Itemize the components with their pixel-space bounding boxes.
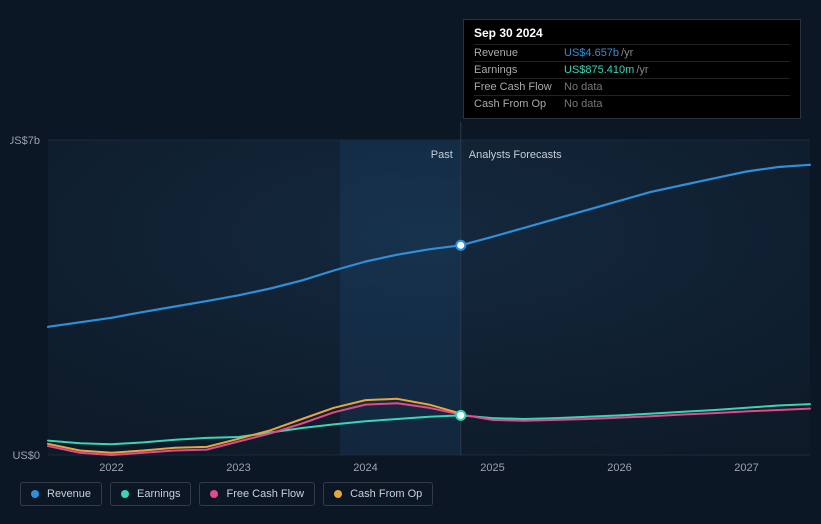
tooltip-metric-value: US$875.410m (564, 64, 634, 76)
tooltip-row: EarningsUS$875.410m/yr (474, 61, 790, 78)
svg-text:2026: 2026 (607, 462, 631, 474)
legend-dot-icon (210, 490, 218, 498)
tooltip-row: RevenueUS$4.657b/yr (474, 44, 790, 61)
svg-text:US$7b: US$7b (10, 135, 40, 147)
svg-text:2025: 2025 (480, 462, 504, 474)
svg-text:2022: 2022 (99, 462, 123, 474)
tooltip-metric-unit: /yr (636, 64, 648, 76)
legend-dot-icon (121, 490, 129, 498)
tooltip-metric-value: No data (564, 81, 603, 93)
legend-label: Revenue (47, 488, 91, 500)
tooltip-metric-unit: /yr (621, 47, 633, 59)
svg-text:Past: Past (431, 149, 453, 161)
svg-text:US$0: US$0 (12, 450, 40, 462)
tooltip-date: Sep 30 2024 (474, 26, 790, 40)
legend-label: Cash From Op (350, 488, 422, 500)
tooltip-row: Cash From OpNo data (474, 95, 790, 112)
tooltip-metric-label: Cash From Op (474, 98, 564, 110)
tooltip-metric-value: No data (564, 98, 603, 110)
svg-text:2023: 2023 (226, 462, 250, 474)
legend-label: Earnings (137, 488, 180, 500)
tooltip-metric-label: Revenue (474, 47, 564, 59)
legend-item-earnings[interactable]: Earnings (110, 482, 191, 506)
tooltip-row: Free Cash FlowNo data (474, 78, 790, 95)
svg-text:2027: 2027 (734, 462, 758, 474)
legend-item-cfo[interactable]: Cash From Op (323, 482, 433, 506)
legend-label: Free Cash Flow (226, 488, 304, 500)
chart-container: US$7b US$0 2022 2023 2024 2025 2026 2027 Past Ana… (10, 10, 811, 514)
legend-dot-icon (334, 490, 342, 498)
legend-item-fcf[interactable]: Free Cash Flow (199, 482, 315, 506)
legend-item-revenue[interactable]: Revenue (20, 482, 102, 506)
chart-legend: Revenue Earnings Free Cash Flow Cash From O… (20, 482, 433, 506)
legend-dot-icon (31, 490, 39, 498)
tooltip-metric-value: US$4.657b (564, 47, 619, 59)
svg-text:2024: 2024 (353, 462, 377, 474)
tooltip-metric-label: Earnings (474, 64, 564, 76)
tooltip-metric-label: Free Cash Flow (474, 81, 564, 93)
svg-text:Analysts Forecasts: Analysts Forecasts (469, 149, 562, 161)
chart-tooltip: Sep 30 2024 RevenueUS$4.657b/yrEarningsU… (463, 19, 801, 119)
